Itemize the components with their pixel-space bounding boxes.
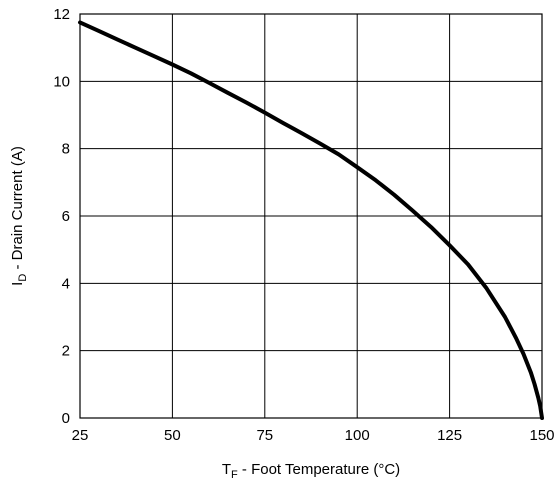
y-tick-label: 4 (62, 275, 70, 292)
x-tick-labels: 25 50 75 100 125 150 (72, 427, 555, 444)
grid-lines (79, 13, 543, 419)
y-tick-label: 10 (53, 73, 70, 90)
plot-frame (79, 13, 543, 419)
y-tick-label: 0 (62, 410, 70, 427)
y-axis-label-sub: D (17, 274, 29, 282)
y-tick-label: 6 (62, 208, 70, 225)
y-tick-label: 2 (62, 343, 70, 360)
x-tick-label: 75 (256, 427, 273, 444)
x-axis-label: TF - Foot Temperature (°C) (222, 461, 400, 481)
x-axis-label-rest: - Foot Temperature (°C) (238, 461, 400, 478)
y-axis-label-main: I (9, 282, 26, 286)
x-tick-label: 150 (529, 427, 554, 444)
y-tick-label: 12 (53, 6, 70, 23)
y-axis-label: ID - Drain Current (A) (9, 146, 29, 286)
y-tick-label: 8 (62, 141, 70, 158)
x-tick-label: 50 (164, 427, 181, 444)
x-tick-label: 25 (72, 427, 89, 444)
x-tick-label: 100 (345, 427, 370, 444)
x-axis-label-main: T (222, 461, 231, 478)
y-axis-label-rest: - Drain Current (A) (9, 146, 26, 274)
x-axis-label-sub: F (231, 469, 238, 481)
x-tick-label: 125 (437, 427, 462, 444)
series-line (78, 20, 544, 420)
y-tick-labels: 0 2 4 6 8 10 12 (53, 6, 70, 427)
